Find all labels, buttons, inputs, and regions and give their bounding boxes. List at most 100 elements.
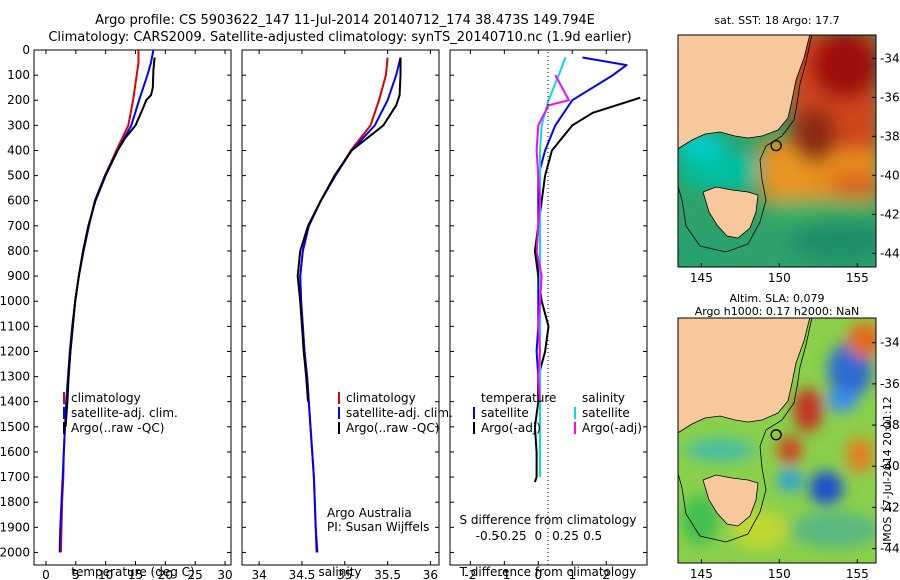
imos-watermark: IMOS 17-Jul-2014 20:01:12	[881, 396, 894, 545]
series-line-t-satellite	[535, 56, 628, 402]
legend-label-argo: Argo(..raw -QC)	[71, 421, 164, 435]
depth-tick-label: 1300	[0, 370, 30, 384]
x-tick-label: 10	[98, 568, 113, 580]
x-tick-label: 20	[158, 568, 173, 580]
legend-label-s-satellite: satellite	[582, 406, 630, 420]
x-tick-label: 35.5	[374, 568, 401, 580]
map-y-tick-label: -44	[880, 542, 900, 556]
annotation-pi: PI: Susan Wijffels	[327, 520, 429, 534]
legend-label-climatology: climatology	[71, 391, 141, 405]
s-diff-tick-label: 0.25	[552, 529, 579, 543]
map-y-tick-label: -34	[880, 51, 900, 65]
difference-x-axis: -2 -1 0 1 2 -0.5-0.25 0 0.25 0.5	[464, 50, 610, 580]
sla-map-axes: 145 150 155 -34 -36 -38 -40 -42 -44	[690, 336, 900, 580]
sst-map-image	[678, 35, 876, 267]
salinity-x-axis: 34 34.5 35 35.5 36	[251, 50, 438, 580]
sla-map-title-line1: Altim. SLA: 0.079	[729, 292, 824, 305]
series-line-s-satellite	[539, 57, 567, 478]
salinity-legend: climatology satellite-adj. clim. Argo(..…	[338, 391, 453, 435]
tasmania	[702, 186, 759, 239]
figure-title-line2: Climatology: CARS2009. Satellite-adjuste…	[48, 30, 631, 45]
salinity-xlabel: salinity	[318, 565, 361, 579]
depth-tick-label: 100	[7, 68, 30, 82]
x-tick-label: 34	[251, 568, 266, 580]
sst-map-axes: 145 150 155 -34 -36 -38 -40 -42 -44	[690, 51, 900, 285]
depth-axis: 0 100 200 300 400 500 600 700 800 900 1000 1100 1200…	[0, 43, 647, 559]
depth-tick-label: 800	[7, 244, 30, 258]
series-line-satellite	[299, 57, 402, 553]
x-tick-label: 15	[128, 568, 143, 580]
sla-map-image	[678, 318, 876, 563]
sla-map-title-line2: Argo h1000: 0.17 h2000: NaN	[695, 305, 860, 318]
series-line-argo	[64, 57, 156, 427]
map-y-tick-label: -44	[880, 246, 900, 260]
tasmania	[702, 474, 759, 527]
x-tick-label: 30	[217, 568, 232, 580]
annotation-argo-australia: Argo Australia	[327, 506, 412, 520]
legend-title-temperature: temperature	[481, 391, 556, 405]
series-line-s-argo-adj-	[535, 74, 570, 402]
map-x-tick-label: 150	[768, 271, 791, 285]
depth-tick-label: 1400	[0, 395, 30, 409]
legend-label-s-argo: Argo(-adj)	[582, 421, 642, 435]
map-y-tick-label: -36	[880, 90, 900, 104]
depth-tick-label: 1900	[0, 520, 30, 534]
map-y-tick-label: -38	[880, 418, 900, 432]
legend-label-t-argo: Argo(-adj)	[481, 421, 541, 435]
s-diff-tick-label: 0	[534, 529, 542, 543]
x-tick-label: 1	[568, 568, 576, 580]
x-tick-label: 35	[337, 568, 352, 580]
map-y-tick-label: -36	[880, 377, 900, 391]
map-x-tick-label: 145	[690, 271, 713, 285]
map-x-tick-label: 150	[768, 567, 791, 580]
legend-label-satellite: satellite-adj. clim.	[346, 406, 453, 420]
series-line-argo	[296, 57, 402, 402]
depth-tick-label: 1500	[0, 420, 30, 434]
depth-tick-label: 400	[7, 143, 30, 157]
legend-label-argo: Argo(..raw -QC)	[346, 421, 439, 435]
series-line-satellite	[58, 50, 155, 553]
sla-map-frame	[677, 317, 877, 564]
map-y-tick-label: -42	[880, 207, 900, 221]
temperature-panel-frame	[33, 49, 232, 566]
depth-tick-label: 300	[7, 118, 30, 132]
depth-tick-label: 500	[7, 169, 30, 183]
difference-series	[533, 56, 641, 483]
salinity-series	[296, 57, 402, 553]
argo-position-marker	[770, 429, 782, 441]
depth-tick-label: 2000	[0, 545, 30, 559]
depth-tick-label: 1200	[0, 344, 30, 358]
map-y-tick-label: -40	[880, 459, 900, 473]
x-tick-label: 5	[72, 568, 80, 580]
depth-tick-label: 200	[7, 93, 30, 107]
salinity-panel-frame	[241, 49, 440, 566]
x-tick-label: 34.5	[289, 568, 316, 580]
x-tick-label: 2	[602, 568, 610, 580]
australia-landmass	[678, 35, 811, 150]
s-diff-tick-label: 0.5	[583, 529, 602, 543]
x-tick-label: 25	[188, 568, 203, 580]
depth-tick-label: 600	[7, 194, 30, 208]
s-difference-xlabel: S difference from climatology	[460, 513, 637, 527]
depth-tick-label: 1000	[0, 294, 30, 308]
depth-tick-label: 900	[7, 269, 30, 283]
x-tick-label: 0	[534, 568, 542, 580]
argo-position-marker	[770, 139, 782, 152]
map-x-tick-label: 145	[690, 567, 713, 580]
depth-tick-label: 1700	[0, 470, 30, 484]
depth-tick-label: 700	[7, 219, 30, 233]
series-line-climatology	[59, 50, 140, 553]
map-x-tick-label: 155	[846, 567, 869, 580]
australia-landmass	[678, 318, 811, 434]
map-y-tick-label: -38	[880, 129, 900, 143]
temperature-series	[58, 50, 156, 553]
difference-panel-frame	[449, 49, 648, 566]
temperature-legend: climatology satellite-adj. clim. Argo(..…	[63, 391, 178, 435]
map-y-tick-label: -34	[880, 336, 900, 350]
x-tick-label: -1	[498, 568, 510, 580]
x-tick-label: -2	[464, 568, 476, 580]
map-y-tick-label: -42	[880, 500, 900, 514]
t-difference-xlabel: T difference from climatology	[459, 565, 637, 579]
depth-tick-label: 1800	[0, 495, 30, 509]
